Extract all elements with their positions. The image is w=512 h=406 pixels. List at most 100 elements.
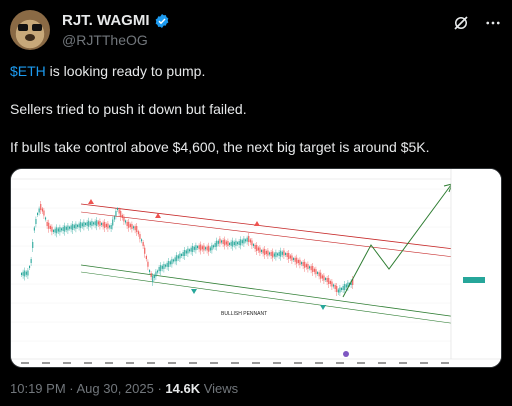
candle xyxy=(150,273,152,277)
handle[interactable]: @RJTTheOG xyxy=(62,32,148,48)
lower-trendline xyxy=(80,264,480,321)
price-axis xyxy=(451,169,501,367)
candle xyxy=(222,240,224,244)
more-icon[interactable] xyxy=(484,14,502,32)
candle xyxy=(190,247,192,252)
candle xyxy=(72,224,74,230)
candle xyxy=(112,219,114,226)
top-actions xyxy=(452,14,502,32)
candle xyxy=(136,226,138,232)
candle xyxy=(176,255,178,262)
time-tick xyxy=(105,362,113,364)
display-name[interactable]: RJT. WAGMI xyxy=(62,12,150,29)
grok-icon[interactable] xyxy=(452,14,470,32)
candle xyxy=(160,265,162,272)
up-marker-icon xyxy=(191,289,197,294)
candle xyxy=(302,262,304,266)
candle xyxy=(229,243,231,245)
candle xyxy=(294,257,296,262)
candle xyxy=(40,204,42,210)
candle xyxy=(305,264,307,268)
tweet-line-2: Sellers tried to push it down but failed… xyxy=(10,101,247,117)
candle xyxy=(224,239,226,246)
candle xyxy=(171,259,173,265)
candle xyxy=(269,252,271,255)
candle xyxy=(203,245,205,251)
time-tick xyxy=(378,362,386,364)
candle xyxy=(201,246,203,250)
candle xyxy=(193,246,195,250)
candle xyxy=(161,265,163,269)
candle xyxy=(134,226,136,231)
candle xyxy=(165,264,167,267)
views-label: Views xyxy=(200,381,239,396)
current-price-tag xyxy=(463,277,485,283)
candle xyxy=(206,246,208,251)
chart-image[interactable]: BULLISH PENNANT xyxy=(10,168,502,368)
candle xyxy=(325,278,327,280)
candle xyxy=(101,223,103,225)
candle xyxy=(329,281,331,284)
candle xyxy=(115,211,117,216)
display-name-row[interactable]: RJT. WAGMI xyxy=(62,12,170,29)
candle xyxy=(289,255,291,259)
event-marker-icon xyxy=(343,351,349,357)
candle xyxy=(142,242,144,246)
candle xyxy=(334,285,336,289)
candle xyxy=(33,227,35,231)
candle xyxy=(158,267,160,271)
candle xyxy=(125,220,127,223)
candle xyxy=(320,272,322,279)
candle xyxy=(296,257,298,264)
candle xyxy=(120,211,122,217)
price-chart: BULLISH PENNANT xyxy=(11,169,501,367)
time-tick xyxy=(231,362,239,364)
candle xyxy=(94,221,96,226)
candle xyxy=(102,222,104,227)
candle xyxy=(184,250,186,256)
projection-path xyxy=(342,184,452,298)
separator: · xyxy=(65,381,77,396)
candle xyxy=(259,247,261,253)
candle xyxy=(129,224,131,228)
candle xyxy=(65,226,67,230)
candle xyxy=(37,213,39,215)
candle xyxy=(38,208,40,213)
candle xyxy=(61,228,63,231)
candle xyxy=(344,284,346,290)
candle xyxy=(312,266,314,272)
candle xyxy=(323,275,325,281)
candle xyxy=(99,221,101,226)
tweet-footer: 10:19 PM · Aug 30, 2025 · 14.6K Views xyxy=(10,381,238,396)
candle xyxy=(126,222,128,226)
candle xyxy=(80,222,82,229)
candle xyxy=(241,240,243,244)
candle xyxy=(110,225,112,229)
candle xyxy=(297,260,299,263)
candle xyxy=(56,227,58,234)
candle xyxy=(293,258,295,260)
candle xyxy=(261,250,263,252)
candle xyxy=(51,226,53,232)
tweet-line-1: $ETH is looking ready to pump. xyxy=(10,62,502,81)
candle xyxy=(73,225,75,229)
views-count: 14.6K xyxy=(165,381,201,396)
tweet-time[interactable]: 10:19 PM xyxy=(10,381,66,396)
candle xyxy=(209,247,211,251)
candle xyxy=(352,279,354,285)
cashtag-link[interactable]: $ETH xyxy=(10,63,46,79)
candle xyxy=(307,264,309,269)
candle xyxy=(144,247,146,254)
down-marker-icon xyxy=(88,199,94,204)
candle xyxy=(97,221,99,225)
tweet-date[interactable]: Aug 30, 2025 xyxy=(76,381,154,396)
candle xyxy=(309,266,311,269)
candle xyxy=(121,215,123,218)
candle xyxy=(243,238,245,244)
candle xyxy=(182,252,184,256)
candle xyxy=(238,241,240,245)
avatar[interactable] xyxy=(10,10,50,50)
candle xyxy=(141,239,143,242)
candle xyxy=(163,264,165,269)
candle xyxy=(211,245,213,251)
